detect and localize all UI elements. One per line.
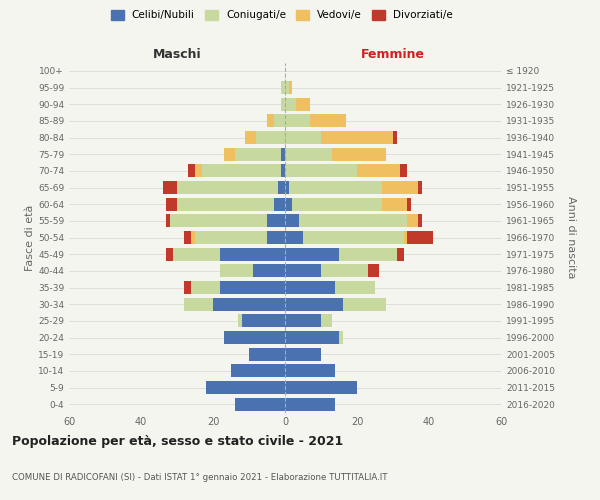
- Bar: [299, 214, 407, 228]
- Bar: [184, 231, 191, 244]
- Bar: [407, 214, 418, 228]
- Y-axis label: Fasce di età: Fasce di età: [25, 204, 35, 270]
- Bar: [321, 314, 332, 328]
- Bar: [163, 181, 177, 194]
- Bar: [289, 181, 382, 194]
- Bar: [184, 298, 213, 310]
- Bar: [335, 281, 375, 294]
- Bar: [188, 164, 195, 177]
- Bar: [191, 231, 195, 244]
- Bar: [285, 381, 357, 394]
- Bar: [418, 181, 422, 194]
- Bar: [256, 131, 285, 144]
- Bar: [235, 398, 285, 410]
- Bar: [245, 131, 256, 144]
- Bar: [285, 231, 303, 244]
- Bar: [267, 231, 285, 244]
- Bar: [339, 331, 343, 344]
- Bar: [339, 248, 397, 260]
- Bar: [285, 214, 299, 228]
- Bar: [285, 364, 335, 378]
- Bar: [238, 314, 242, 328]
- Bar: [281, 164, 285, 177]
- Bar: [332, 148, 386, 160]
- Bar: [382, 181, 418, 194]
- Bar: [166, 198, 177, 210]
- Bar: [166, 214, 170, 228]
- Text: Popolazione per età, sesso e stato civile - 2021: Popolazione per età, sesso e stato civil…: [12, 435, 343, 448]
- Y-axis label: Anni di nascita: Anni di nascita: [566, 196, 576, 278]
- Bar: [285, 298, 343, 310]
- Bar: [253, 264, 285, 278]
- Bar: [397, 248, 404, 260]
- Bar: [407, 198, 411, 210]
- Bar: [285, 131, 321, 144]
- Text: Maschi: Maschi: [152, 48, 202, 61]
- Bar: [166, 248, 173, 260]
- Bar: [285, 148, 332, 160]
- Bar: [202, 164, 281, 177]
- Bar: [267, 114, 274, 128]
- Bar: [274, 198, 285, 210]
- Bar: [170, 214, 267, 228]
- Bar: [224, 331, 285, 344]
- Bar: [195, 164, 202, 177]
- Text: Femmine: Femmine: [361, 48, 425, 61]
- Bar: [285, 281, 335, 294]
- Bar: [285, 398, 335, 410]
- Bar: [184, 281, 191, 294]
- Bar: [285, 81, 289, 94]
- Bar: [303, 231, 404, 244]
- Bar: [285, 198, 292, 210]
- Bar: [220, 264, 253, 278]
- Bar: [285, 248, 339, 260]
- Bar: [213, 298, 285, 310]
- Bar: [220, 281, 285, 294]
- Bar: [418, 214, 422, 228]
- Legend: Celibi/Nubili, Coniugati/e, Vedovi/e, Divorziati/e: Celibi/Nubili, Coniugati/e, Vedovi/e, Di…: [111, 10, 453, 20]
- Bar: [267, 214, 285, 228]
- Text: COMUNE DI RADICOFANI (SI) - Dati ISTAT 1° gennaio 2021 - Elaborazione TUTTITALIA: COMUNE DI RADICOFANI (SI) - Dati ISTAT 1…: [12, 472, 388, 482]
- Bar: [195, 231, 267, 244]
- Bar: [321, 264, 368, 278]
- Bar: [296, 98, 310, 110]
- Bar: [285, 114, 310, 128]
- Bar: [220, 248, 285, 260]
- Bar: [235, 148, 281, 160]
- Bar: [285, 98, 296, 110]
- Bar: [407, 231, 433, 244]
- Bar: [285, 314, 321, 328]
- Bar: [206, 381, 285, 394]
- Bar: [292, 198, 382, 210]
- Bar: [249, 348, 285, 360]
- Bar: [310, 114, 346, 128]
- Bar: [285, 164, 357, 177]
- Bar: [321, 131, 393, 144]
- Bar: [400, 164, 407, 177]
- Bar: [177, 181, 278, 194]
- Bar: [368, 264, 379, 278]
- Bar: [281, 81, 285, 94]
- Bar: [242, 314, 285, 328]
- Bar: [404, 231, 407, 244]
- Bar: [278, 181, 285, 194]
- Bar: [191, 281, 220, 294]
- Bar: [393, 131, 397, 144]
- Bar: [281, 98, 285, 110]
- Bar: [289, 81, 292, 94]
- Bar: [173, 248, 220, 260]
- Bar: [285, 348, 321, 360]
- Bar: [274, 114, 285, 128]
- Bar: [177, 198, 274, 210]
- Bar: [231, 364, 285, 378]
- Bar: [382, 198, 407, 210]
- Bar: [357, 164, 400, 177]
- Bar: [285, 264, 321, 278]
- Bar: [343, 298, 386, 310]
- Bar: [224, 148, 235, 160]
- Bar: [281, 148, 285, 160]
- Bar: [285, 181, 289, 194]
- Bar: [285, 331, 339, 344]
